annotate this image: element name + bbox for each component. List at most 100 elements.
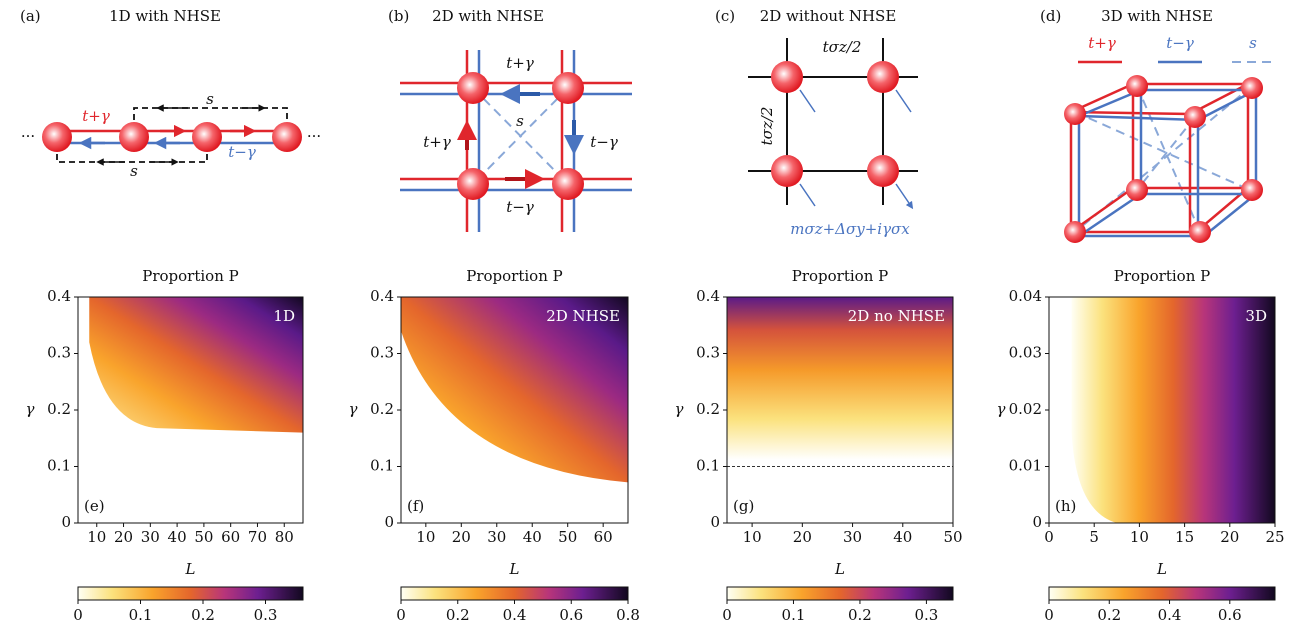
x-axis-label: L — [1156, 560, 1167, 578]
x-axis-label: L — [185, 560, 196, 578]
annotation: 3D — [1245, 307, 1267, 325]
x-tick-label: 30 — [843, 528, 862, 546]
panel-label: (b) — [388, 7, 409, 25]
hop-label: t+γ — [423, 133, 451, 151]
panel-label: (f) — [407, 497, 424, 515]
site — [867, 61, 899, 93]
hop-label: t+γ — [506, 54, 534, 72]
hop-label: tσz/2 — [758, 107, 776, 146]
colorbar — [77, 586, 304, 601]
y-tick-label: 0.1 — [696, 457, 720, 475]
y-tick-label: 0 — [61, 513, 71, 531]
x-tick-label: 10 — [1130, 528, 1149, 546]
y-tick-label: 0.02 — [1009, 400, 1042, 418]
x-tick-label: 40 — [523, 528, 542, 546]
y-axis-label: γ — [997, 400, 1006, 418]
site — [1126, 179, 1148, 201]
y-tick-label: 0.4 — [696, 287, 720, 305]
panel-label: (g) — [733, 497, 754, 515]
annotation: 2D no NHSE — [848, 307, 945, 325]
x-tick-label: 5 — [1089, 528, 1099, 546]
colorbar-tick-label: 0.1 — [129, 606, 153, 624]
site — [42, 122, 72, 152]
diagram-b: (b) 2D with NHSE t+γ t+γ t−γ t−γ s — [388, 7, 632, 232]
colorbar-tick-label: 0 — [396, 606, 406, 624]
colorbar-tick-label: 0.8 — [616, 606, 640, 624]
long-range-box — [56, 107, 288, 163]
y-tick-label: 0.2 — [370, 400, 394, 418]
x-tick-label: 20 — [1220, 528, 1239, 546]
hop-label: t+γ — [82, 107, 110, 125]
x-tick-label: 15 — [1175, 528, 1194, 546]
colorbar-tick-label: 0 — [73, 606, 83, 624]
heatmap-image — [89, 297, 303, 433]
x-tick-label: 40 — [893, 528, 912, 546]
x-tick-label: 10 — [87, 528, 106, 546]
colorbar-tick-label: 0 — [722, 606, 732, 624]
colorbar-tick-label: 0.6 — [559, 606, 583, 624]
panel-label: (c) — [715, 7, 735, 25]
x-tick-label: 20 — [452, 528, 471, 546]
site — [771, 61, 803, 93]
panel-title: 2D without NHSE — [760, 7, 897, 25]
heatmap-image — [727, 297, 953, 460]
x-tick-label: 70 — [248, 528, 267, 546]
x-tick-label: 0 — [1044, 528, 1054, 546]
panel-label: (e) — [84, 497, 105, 515]
x-tick-label: 60 — [221, 528, 240, 546]
site — [1189, 221, 1211, 243]
y-axis-label: γ — [675, 400, 684, 418]
ellipsis: ··· — [21, 127, 35, 145]
y-axis-label: γ — [349, 400, 358, 418]
y-tick-label: 0.3 — [47, 344, 71, 362]
site — [1241, 179, 1263, 201]
site — [552, 168, 584, 200]
colorbar-tick-label: 0.2 — [191, 606, 215, 624]
chart-title: Proportion P — [792, 267, 888, 285]
long-range — [472, 87, 569, 185]
colorbar-tick-label: 0.4 — [503, 606, 527, 624]
chart-title: Proportion P — [1114, 267, 1210, 285]
forward-hop — [1067, 82, 1252, 234]
x-axis-label: L — [834, 560, 845, 578]
y-tick-label: 0.3 — [370, 344, 394, 362]
site — [1184, 106, 1206, 128]
site — [192, 122, 222, 152]
y-tick-label: 0.4 — [370, 287, 394, 305]
colorbar — [400, 586, 629, 601]
hop-label: t−γ — [506, 198, 534, 216]
onsite-label: mσz+Δσy+iγσx — [790, 220, 910, 238]
x-tick-label: 25 — [1265, 528, 1284, 546]
x-tick-label: 10 — [743, 528, 762, 546]
heatmap-image — [401, 297, 628, 483]
spin-arrow — [799, 89, 911, 206]
panel-title: 1D with NHSE — [109, 7, 221, 25]
hop-label: tσz/2 — [823, 38, 862, 56]
y-tick-label: 0 — [710, 513, 720, 531]
x-axis-label: L — [509, 560, 520, 578]
site — [272, 122, 302, 152]
diagram-a: (a) 1D with NHSE ··· ··· t+γ t−γ s s — [20, 7, 321, 180]
diagram-d: (d) 3D with NHSE t+γ t−γ s — [1040, 7, 1272, 243]
site — [552, 72, 584, 104]
x-tick-label: 50 — [558, 528, 577, 546]
y-tick-label: 0.1 — [47, 457, 71, 475]
annotation: 2D NHSE — [546, 307, 620, 325]
legend-label: t−γ — [1166, 34, 1194, 52]
hop-label: t−γ — [590, 133, 618, 151]
colorbar-tick-label: 0.3 — [254, 606, 278, 624]
site — [771, 155, 803, 187]
y-tick-label: 0 — [384, 513, 394, 531]
site — [119, 122, 149, 152]
heatmap-image — [1071, 297, 1275, 523]
colorbar-tick-label: 0.3 — [914, 606, 938, 624]
legend-label: t+γ — [1088, 34, 1116, 52]
colorbar-tick-label: 0.2 — [446, 606, 470, 624]
colorbar-tick-label: 0 — [1044, 606, 1054, 624]
x-tick-label: 50 — [194, 528, 213, 546]
long-range-label: s — [130, 162, 138, 180]
long-range — [1074, 85, 1253, 233]
annotation: 1D — [273, 307, 295, 325]
site — [457, 168, 489, 200]
colorbar — [726, 586, 954, 601]
